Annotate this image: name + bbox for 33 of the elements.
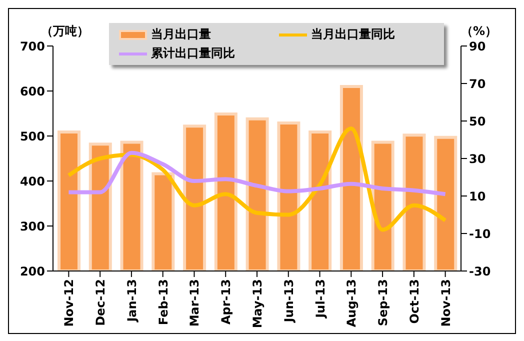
legend-label: 当月出口量同比 xyxy=(311,26,395,43)
x-tick-label: Jan-13 xyxy=(124,279,139,323)
x-tick-label: May-13 xyxy=(250,279,265,328)
line-series xyxy=(66,126,448,232)
y-axis-title: （万吨） xyxy=(41,23,89,40)
x-tick-label: Feb-13 xyxy=(156,279,170,326)
x-tick-label: Nov-13 xyxy=(438,279,453,327)
x-tick-label: Dec-12 xyxy=(94,279,108,326)
legend-label: 当月出口量 xyxy=(151,26,211,43)
y2-tick-label: 70 xyxy=(469,76,486,91)
line-series xyxy=(66,150,448,196)
x-tick-label: Oct-13 xyxy=(407,279,422,324)
y-tick-label: 700 xyxy=(20,39,45,54)
y-tick-label: 300 xyxy=(20,219,45,234)
x-tick-label: Jun-13 xyxy=(282,279,296,324)
x-tick-label: Mar-13 xyxy=(188,279,202,327)
y2-tick-label: 90 xyxy=(469,39,486,54)
x-tick-label: Nov-12 xyxy=(62,279,76,327)
legend-label: 累计出口量同比 xyxy=(151,45,235,62)
y2-tick-label: 10 xyxy=(469,189,486,204)
y-tick-label: 200 xyxy=(20,264,45,278)
y2-tick-label: 50 xyxy=(469,114,486,128)
y-tick-label: 500 xyxy=(20,129,45,144)
y2-tick-label: 30 xyxy=(469,152,486,166)
y-tick-label: 400 xyxy=(20,174,45,188)
x-tick-label: Jul-13 xyxy=(313,279,328,319)
x-tick-label: Aug-13 xyxy=(344,279,359,328)
y2-tick-label: -10 xyxy=(469,226,491,241)
x-tick-label: Sep-13 xyxy=(376,279,390,326)
y2-axis-title: （%） xyxy=(461,23,498,40)
y-tick-label: 600 xyxy=(20,84,45,98)
x-tick-label: Apr-13 xyxy=(219,279,234,324)
y2-tick-label: -30 xyxy=(469,264,491,278)
